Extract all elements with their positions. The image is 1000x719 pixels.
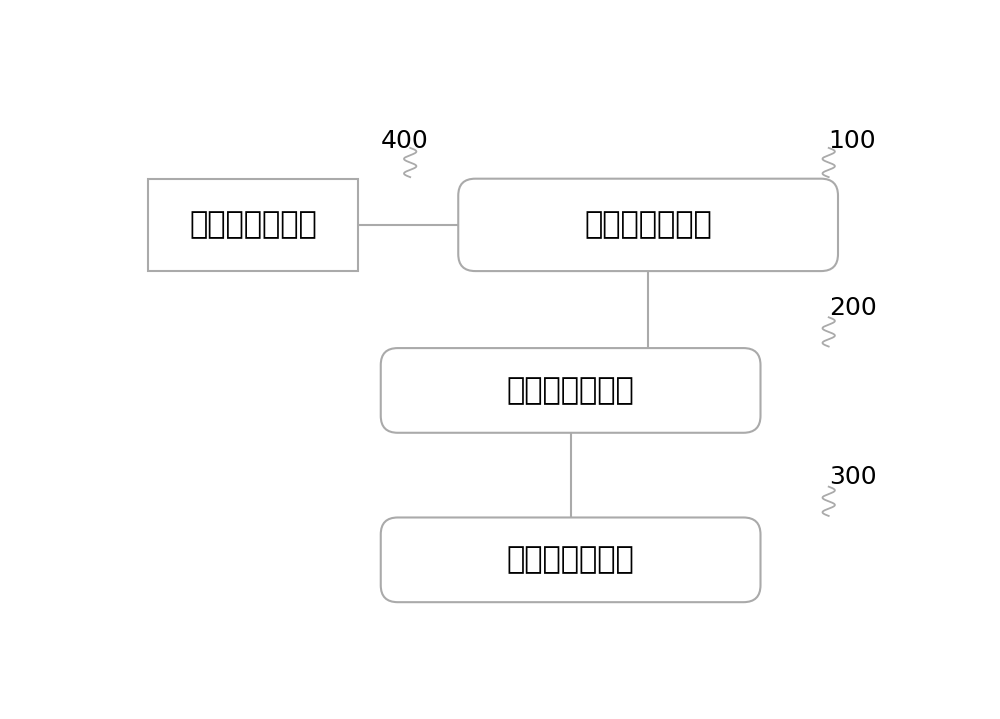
Text: 200: 200 (829, 296, 876, 320)
FancyBboxPatch shape (381, 348, 761, 433)
Text: 400: 400 (381, 129, 428, 152)
Text: 300: 300 (829, 465, 876, 489)
FancyBboxPatch shape (458, 179, 838, 271)
Text: 100: 100 (829, 129, 876, 152)
Text: 信息拟合子系统: 信息拟合子系统 (507, 376, 635, 405)
Text: 行业模型子系统: 行业模型子系统 (584, 211, 712, 239)
Text: 用电信息数据库: 用电信息数据库 (189, 211, 317, 239)
Text: 用电标签子系统: 用电标签子系统 (507, 545, 635, 574)
FancyBboxPatch shape (381, 518, 761, 603)
Bar (148, 179, 358, 271)
